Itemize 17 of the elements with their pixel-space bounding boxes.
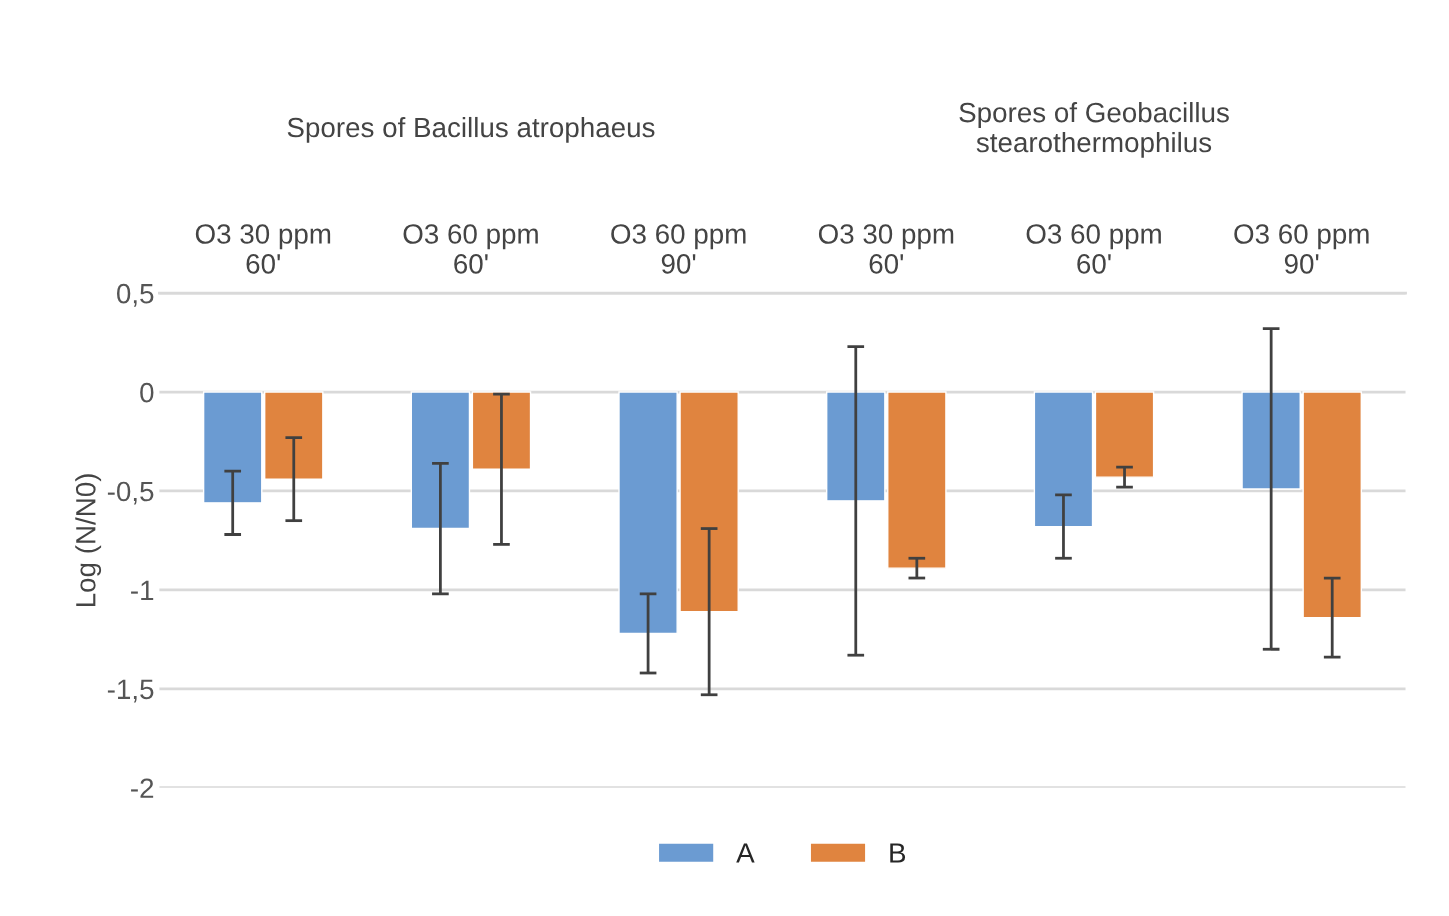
y-axis-title: Log (N/N0) <box>75 474 102 607</box>
legend-label: B <box>890 843 906 863</box>
x-tick-label: O3 60 ppm 60' <box>1026 224 1161 274</box>
y-tick-label: 0 <box>140 382 154 403</box>
x-tick-label: O3 60 ppm 90' <box>1234 224 1369 274</box>
legend-label: A <box>736 843 755 863</box>
x-tick-label: O3 60 ppm 90' <box>611 224 746 274</box>
y-tick-label: -1 <box>131 580 154 600</box>
y-tick-label: 0,5 <box>117 283 154 307</box>
text: Spores of Bacillus atrophaeus <box>287 116 655 143</box>
y-tick-label: -1,5 <box>107 679 154 703</box>
x-tick-label: O3 30 ppm 60' <box>195 224 331 274</box>
y-tick-label: -2 <box>131 778 154 798</box>
x-tick-label: O3 30 ppm 60' <box>818 224 954 274</box>
text: Spores of Geobacillus stearothermophilus <box>959 101 1229 158</box>
x-tick-label: O3 60 ppm 60' <box>403 224 538 274</box>
y-tick-label: -0,5 <box>107 481 154 505</box>
